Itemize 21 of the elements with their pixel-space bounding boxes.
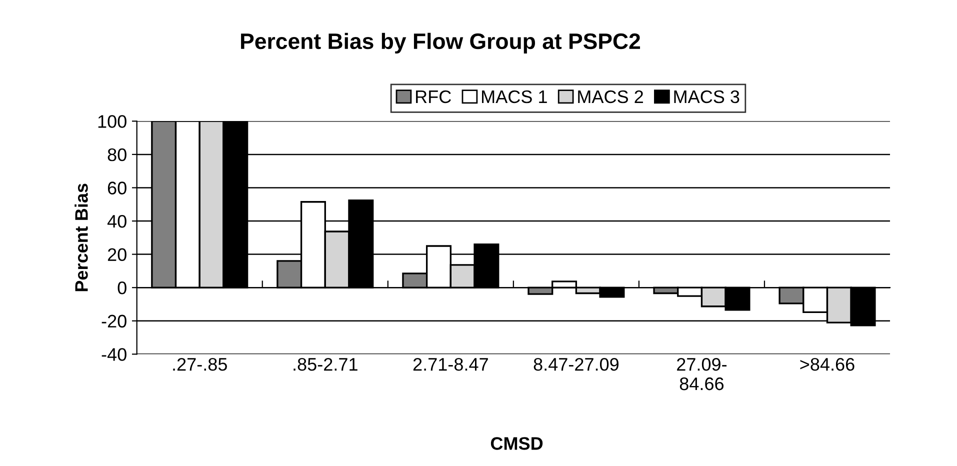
y-tick-label: -40: [102, 348, 126, 361]
y-tick-label: 40: [107, 214, 126, 228]
legend-label: RFC: [416, 90, 451, 104]
y-tick-label: 100: [98, 115, 126, 128]
y-tick-label: 80: [108, 148, 126, 162]
y-axis-title: Percent Bias: [74, 184, 88, 292]
x-axis-title: CMSD: [490, 437, 543, 450]
y-tick-label: 0: [118, 282, 126, 294]
y-tick-label: -20: [102, 314, 126, 328]
x-tick-label: .27-.85: [173, 358, 227, 371]
x-tick-label: 8.47-27.09: [534, 358, 619, 371]
y-tick-label: 60: [108, 182, 126, 194]
legend-label: MACS 2: [578, 90, 643, 104]
x-tick-label: .85-2.71: [294, 358, 358, 371]
legend-label: MACS 1: [482, 90, 547, 104]
x-tick-label: >84.66: [800, 358, 854, 371]
chart-title: Percent Bias by Flow Group at PSPC2: [241, 32, 640, 54]
x-tick-label: 2.71-8.47: [413, 358, 488, 371]
y-tick-label: 20: [108, 248, 126, 262]
x-tick-label: 27.09- 84.66: [677, 358, 727, 390]
legend-label: MACS 3: [674, 90, 740, 104]
